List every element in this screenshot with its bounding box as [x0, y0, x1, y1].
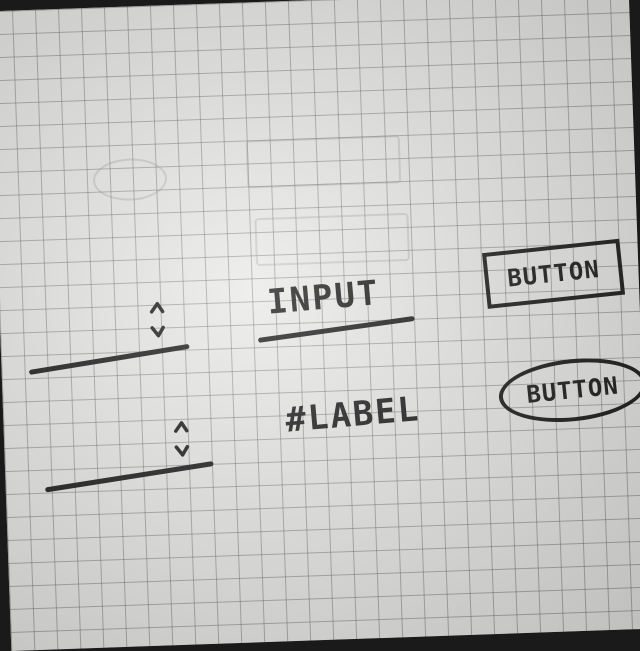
stepper-underline	[45, 461, 214, 493]
up-down-arrows-icon	[149, 301, 165, 338]
button-label: BUTTON	[525, 371, 621, 409]
stepper-underline	[29, 344, 190, 375]
input-underline	[258, 316, 415, 343]
up-down-arrows-icon	[174, 421, 190, 457]
button-label: BUTTON	[505, 255, 602, 293]
